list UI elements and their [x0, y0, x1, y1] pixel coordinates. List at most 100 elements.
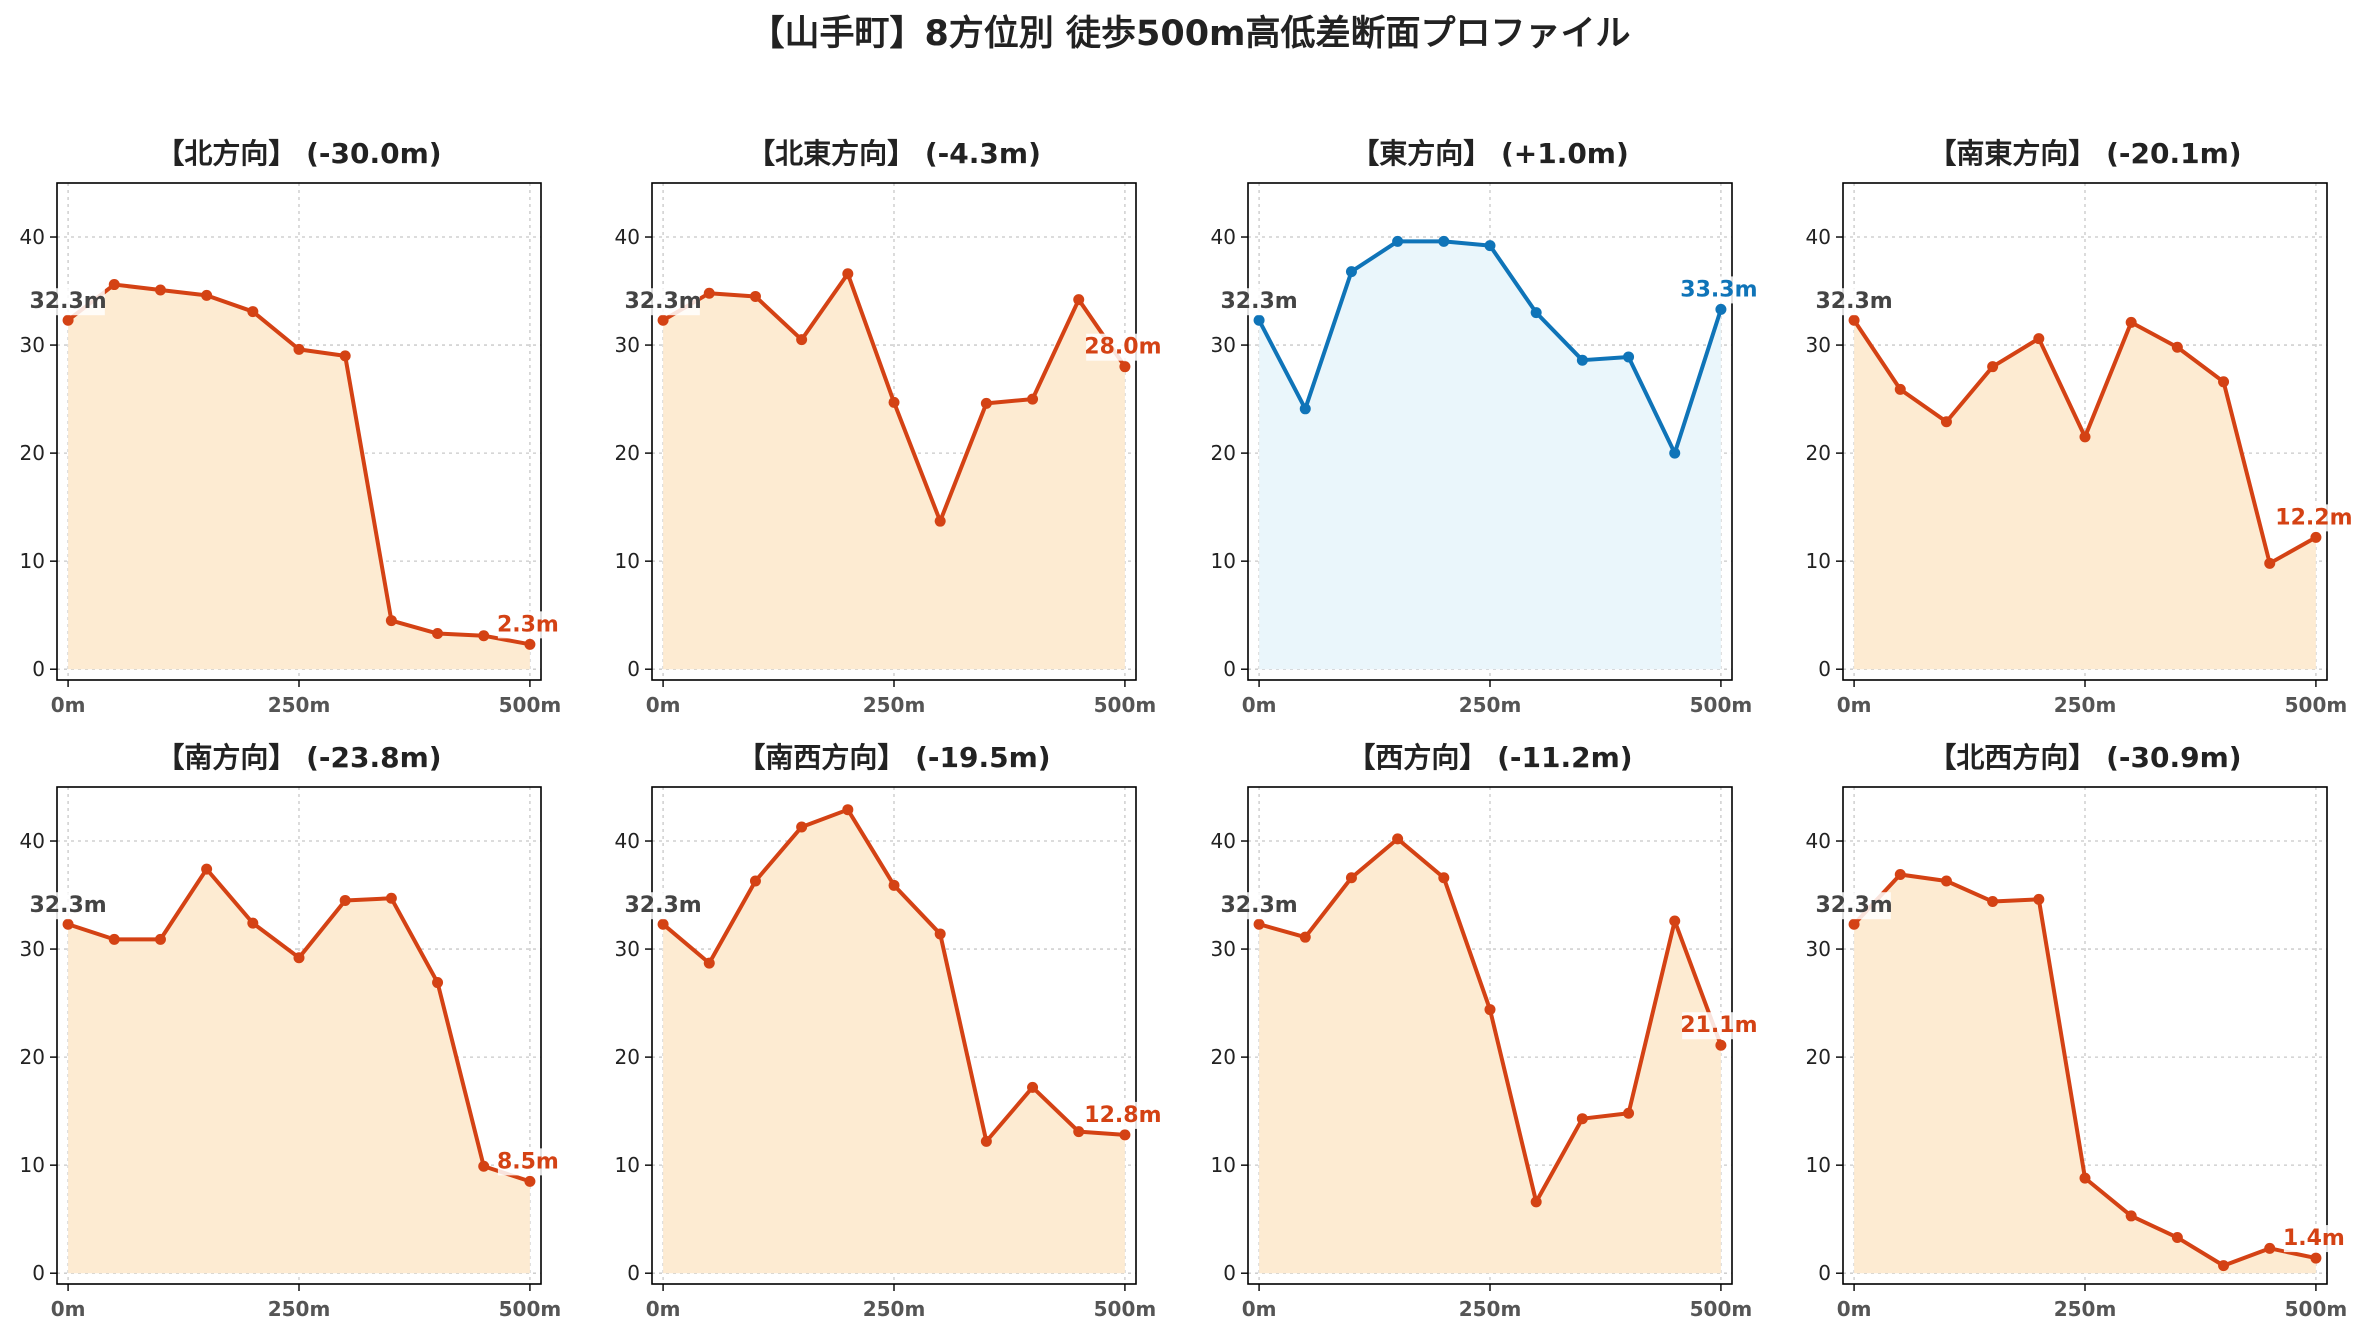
- profile-point: [842, 804, 854, 816]
- profile-point: [247, 306, 259, 318]
- y-tick-label: 20: [20, 1045, 45, 1069]
- profile-point: [2033, 333, 2045, 345]
- x-tick-label: 0m: [51, 1297, 86, 1321]
- profile-point: [980, 397, 992, 409]
- profile-area: [1259, 838, 1721, 1274]
- panel-6: 【西方向】 (-11.2m) 0 10 20 30 40 0m 250m 500m 32.3m 21…: [1211, 741, 1758, 1321]
- profile-point: [1484, 1004, 1496, 1016]
- y-tick-label: 30: [1806, 937, 1831, 961]
- end-elevation-label-background: [497, 611, 558, 639]
- profile-point: [2218, 1260, 2230, 1272]
- end-elevation-label-group: 8.5m: [497, 1148, 559, 1176]
- profile-point: [1623, 1107, 1635, 1119]
- x-tick-label: 500m: [499, 1297, 562, 1321]
- start-elevation-label-background: [1222, 892, 1296, 920]
- end-elevation-label: 12.8m: [1084, 1103, 1161, 1128]
- y-tick-label: 10: [1806, 549, 1831, 573]
- profile-point: [1715, 303, 1727, 315]
- profile-point: [1848, 314, 1860, 326]
- profile-area: [1854, 320, 2316, 670]
- profile-point: [247, 917, 259, 929]
- profile-point: [478, 1160, 490, 1172]
- x-tick-label: 250m: [268, 1297, 331, 1321]
- x-tick-label: 0m: [1242, 1297, 1277, 1321]
- y-tick-label: 0: [1223, 1261, 1236, 1285]
- profile-point: [1987, 896, 1999, 908]
- end-elevation-label: 2.3m: [497, 612, 559, 637]
- end-elevation-label: 21.1m: [1680, 1013, 1757, 1038]
- profile-point: [2218, 376, 2230, 388]
- profile-point: [385, 892, 397, 904]
- profile-point: [1715, 1039, 1727, 1051]
- profile-point: [2264, 557, 2276, 569]
- y-tick-label: 10: [1211, 1153, 1236, 1177]
- profile-point: [154, 933, 166, 945]
- profile-point: [1073, 1126, 1085, 1138]
- panel-title: 【西方向】 (-11.2m): [1347, 741, 1632, 774]
- y-tick-label: 10: [1806, 1153, 1831, 1177]
- y-tick-label: 40: [20, 225, 45, 249]
- profile-point: [1669, 915, 1681, 927]
- profile-point: [934, 515, 946, 527]
- x-tick-label: 0m: [1837, 1297, 1872, 1321]
- profile-point: [1027, 1081, 1039, 1093]
- profile-point: [1987, 361, 1999, 373]
- end-elevation-label-group: 1.4m: [2283, 1225, 2345, 1253]
- start-elevation-label-group: 32.3m: [1220, 892, 1298, 920]
- profile-point: [1894, 869, 1906, 881]
- profile-point: [1073, 294, 1085, 306]
- end-elevation-label: 12.2m: [2275, 505, 2352, 530]
- start-elevation-label-background: [31, 892, 105, 920]
- profile-point: [1119, 1129, 1131, 1141]
- profile-point: [62, 314, 74, 326]
- y-tick-label: 10: [20, 549, 45, 573]
- start-elevation-label-group: 32.3m: [1815, 288, 1893, 316]
- y-tick-label: 30: [1211, 937, 1236, 961]
- profile-point: [2125, 316, 2137, 328]
- profile-point: [1530, 307, 1542, 319]
- start-elevation-label: 32.3m: [29, 289, 106, 314]
- x-tick-label: 500m: [2285, 693, 2348, 717]
- start-elevation-label-background: [626, 892, 700, 920]
- x-tick-label: 0m: [1837, 693, 1872, 717]
- profile-point: [842, 268, 854, 280]
- profile-point: [1576, 354, 1588, 366]
- panel-4: 【南方向】 (-23.8m) 0 10 20 30 40 0m 250m 500m 32.3m 8.…: [20, 741, 562, 1321]
- profile-point: [1392, 235, 1404, 247]
- profile-point: [980, 1135, 992, 1147]
- profile-point: [749, 875, 761, 887]
- panel-title: 【北方向】 (-30.0m): [156, 137, 441, 170]
- profile-point: [108, 933, 120, 945]
- profile-area: [1854, 874, 2316, 1274]
- start-elevation-label: 32.3m: [1220, 893, 1297, 918]
- x-tick-label: 250m: [268, 693, 331, 717]
- figure-title: 【山手町】8方位別 徒歩500m高低差断面プロファイル: [749, 14, 1630, 54]
- start-elevation-label: 32.3m: [1815, 893, 1892, 918]
- x-tick-label: 0m: [1242, 693, 1277, 717]
- profile-point: [524, 1175, 536, 1187]
- profile-point: [1894, 383, 1906, 395]
- start-elevation-label-group: 32.3m: [624, 892, 702, 920]
- end-elevation-label-group: 28.0m: [1084, 333, 1162, 361]
- y-tick-label: 0: [32, 1261, 45, 1285]
- profile-point: [1940, 416, 1952, 428]
- start-elevation-label-group: 32.3m: [624, 288, 702, 316]
- y-tick-label: 20: [615, 441, 640, 465]
- profile-point: [1576, 1113, 1588, 1125]
- y-tick-label: 0: [627, 657, 640, 681]
- profile-point: [888, 879, 900, 891]
- end-elevation-label-background: [1086, 333, 1160, 361]
- end-elevation-label: 33.3m: [1680, 277, 1757, 302]
- profile-point: [339, 894, 351, 906]
- profile-point: [2171, 341, 2183, 353]
- profile-point: [1438, 235, 1450, 247]
- start-elevation-label-background: [626, 288, 700, 316]
- panel-title: 【南西方向】 (-19.5m): [737, 741, 1050, 774]
- start-elevation-label-background: [1817, 288, 1891, 316]
- x-tick-label: 500m: [1690, 1297, 1753, 1321]
- start-elevation-label: 32.3m: [1220, 289, 1297, 314]
- y-tick-label: 40: [1211, 225, 1236, 249]
- x-tick-label: 500m: [1690, 693, 1753, 717]
- panel-title: 【南東方向】 (-20.1m): [1928, 137, 2241, 170]
